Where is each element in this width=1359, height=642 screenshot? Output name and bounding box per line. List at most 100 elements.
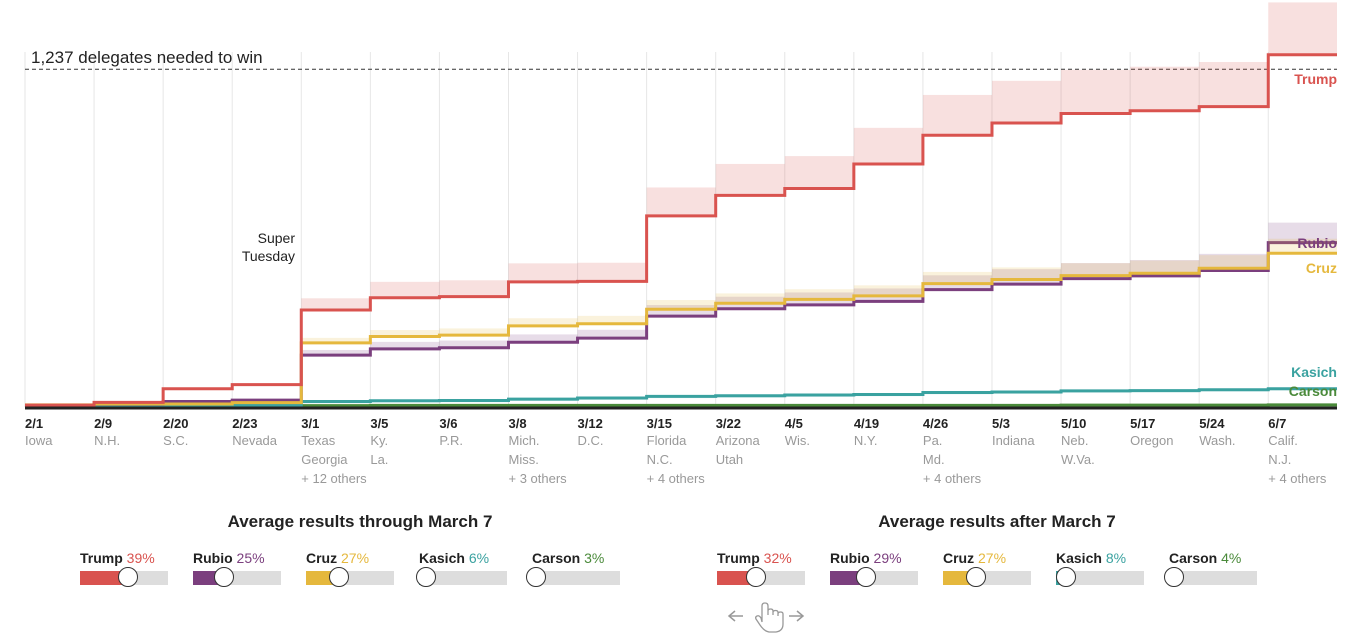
slider-handle[interactable] bbox=[1055, 567, 1076, 587]
slider-track[interactable] bbox=[416, 567, 507, 587]
x-tick-state: Nevada bbox=[232, 433, 278, 448]
series-line bbox=[25, 387, 1337, 409]
series-line bbox=[25, 53, 1337, 407]
uncertainty-band bbox=[715, 293, 785, 304]
x-tick-date: 2/1 bbox=[25, 416, 43, 431]
x-axis: 2/1 Iowa 2/9 N.H. 2/20 S.C. 2/23 Nevada 3/1 Texas… bbox=[25, 406, 1337, 486]
slider-track[interactable] bbox=[717, 567, 805, 587]
uncertainty-band bbox=[1199, 253, 1269, 271]
uncertainty-band bbox=[784, 156, 854, 189]
drag-hint-icon bbox=[727, 602, 805, 633]
slider-track[interactable] bbox=[80, 567, 168, 587]
uncertainty-band bbox=[301, 298, 371, 311]
x-tick-state: W.Va. bbox=[1061, 452, 1095, 467]
uncertainty-band bbox=[577, 329, 647, 339]
candidate-name: Kasich bbox=[419, 550, 469, 566]
panel-title: Average results after March 7 bbox=[878, 512, 1116, 531]
x-tick-state: D.C. bbox=[578, 433, 604, 448]
series-label-rubio: Rubio bbox=[1297, 235, 1337, 251]
panel-after-march-7: Average results after March 7 Trump 32% R… bbox=[717, 512, 1277, 587]
uncertainty-band bbox=[301, 349, 371, 356]
x-tick-state: Wis. bbox=[785, 433, 810, 448]
series-cruz bbox=[25, 238, 1337, 407]
slider-handle[interactable] bbox=[329, 567, 350, 587]
slider-track[interactable] bbox=[1163, 567, 1257, 587]
candidate-percent: 39% bbox=[126, 550, 155, 566]
slider-handle[interactable] bbox=[213, 567, 234, 587]
series-line bbox=[25, 241, 1337, 407]
threshold-label: 1,237 delegates needed to win bbox=[31, 48, 263, 67]
x-tick-state: + 4 others bbox=[923, 471, 982, 486]
slider-track[interactable] bbox=[943, 567, 1031, 587]
uncertainty-band bbox=[784, 289, 854, 300]
candidate-name: Cruz bbox=[943, 550, 978, 566]
x-tick-date: 3/5 bbox=[370, 416, 388, 431]
x-tick-date: 4/5 bbox=[785, 416, 803, 431]
gridlines bbox=[24, 52, 1269, 407]
x-tick-state: Florida bbox=[647, 433, 688, 448]
slider-track[interactable] bbox=[1055, 567, 1144, 587]
x-tick-state: Texas bbox=[301, 433, 335, 448]
slider-label: Trump 32% bbox=[717, 550, 805, 568]
x-tick-state: + 12 others bbox=[301, 471, 367, 486]
uncertainty-band bbox=[646, 187, 716, 216]
uncertainty-band bbox=[370, 329, 440, 337]
candidate-percent: 29% bbox=[873, 550, 902, 566]
slider-handle[interactable] bbox=[966, 567, 987, 587]
series-label-carson: Carson bbox=[1289, 383, 1337, 399]
candidate-name: Rubio bbox=[830, 550, 874, 566]
series-trump bbox=[25, 2, 1337, 407]
slider-handle[interactable] bbox=[1163, 567, 1184, 587]
x-tick-state: Calif. bbox=[1268, 433, 1298, 448]
slider-track[interactable] bbox=[830, 567, 918, 587]
slider-kasich: Kasich 6% bbox=[416, 550, 507, 587]
slider-handle[interactable] bbox=[118, 567, 139, 587]
uncertainty-band bbox=[853, 127, 923, 164]
uncertainty-band bbox=[1130, 66, 1200, 111]
slider-handle[interactable] bbox=[416, 567, 437, 587]
x-tick-state: Ky. bbox=[370, 433, 388, 448]
candidate-name: Trump bbox=[80, 550, 127, 566]
threshold: 1,237 delegates needed to win bbox=[25, 48, 1337, 70]
uncertainty-band bbox=[439, 340, 509, 348]
uncertainty-band bbox=[301, 337, 371, 343]
slider-handle[interactable] bbox=[525, 567, 546, 587]
uncertainty-band bbox=[1061, 69, 1131, 114]
series-kasich bbox=[25, 387, 1337, 409]
slider-cruz: Cruz 27% bbox=[306, 550, 394, 587]
x-tick-date: 5/24 bbox=[1199, 416, 1225, 431]
slider-kasich: Kasich 8% bbox=[1055, 550, 1144, 587]
x-tick-date: 3/1 bbox=[301, 416, 319, 431]
slider-label: Rubio 25% bbox=[193, 550, 281, 568]
series bbox=[25, 2, 1337, 409]
slider-rubio: Rubio 25% bbox=[193, 550, 281, 587]
x-tick-date: 2/20 bbox=[163, 416, 188, 431]
slider-track[interactable] bbox=[525, 567, 620, 587]
x-tick-state: Neb. bbox=[1061, 433, 1088, 448]
x-tick-state: N.Y. bbox=[854, 433, 878, 448]
candidate-name: Trump bbox=[717, 550, 764, 566]
x-tick-date: 3/22 bbox=[716, 416, 741, 431]
uncertainty-band bbox=[922, 94, 992, 136]
slider-track[interactable] bbox=[193, 567, 281, 587]
series-line bbox=[25, 251, 1337, 407]
x-tick-date: 3/15 bbox=[647, 416, 672, 431]
uncertainty-band bbox=[646, 300, 716, 310]
super-tuesday-annotation: Super Tuesday bbox=[242, 230, 296, 264]
slider-handle[interactable] bbox=[855, 567, 876, 587]
candidate-percent: 8% bbox=[1105, 550, 1127, 566]
slider-handle[interactable] bbox=[746, 567, 767, 587]
uncertainty-band bbox=[1130, 260, 1200, 274]
slider-label: Cruz 27% bbox=[306, 550, 394, 568]
uncertainty-band bbox=[1268, 2, 1337, 55]
slider-track[interactable] bbox=[306, 567, 394, 587]
x-tick-state: Indiana bbox=[992, 433, 1035, 448]
x-tick-date: 2/23 bbox=[232, 416, 257, 431]
series-label-trump: Trump bbox=[1294, 71, 1337, 87]
slider-group: Trump 39% Rubio 25% Cruz 27% Kasich 6% Carso… bbox=[80, 550, 640, 587]
x-tick-date: 3/12 bbox=[578, 416, 603, 431]
candidate-percent: 4% bbox=[1221, 550, 1242, 566]
candidate-percent: 3% bbox=[584, 550, 605, 566]
uncertainty-band bbox=[370, 341, 440, 349]
slider-label: Kasich 6% bbox=[419, 550, 507, 568]
